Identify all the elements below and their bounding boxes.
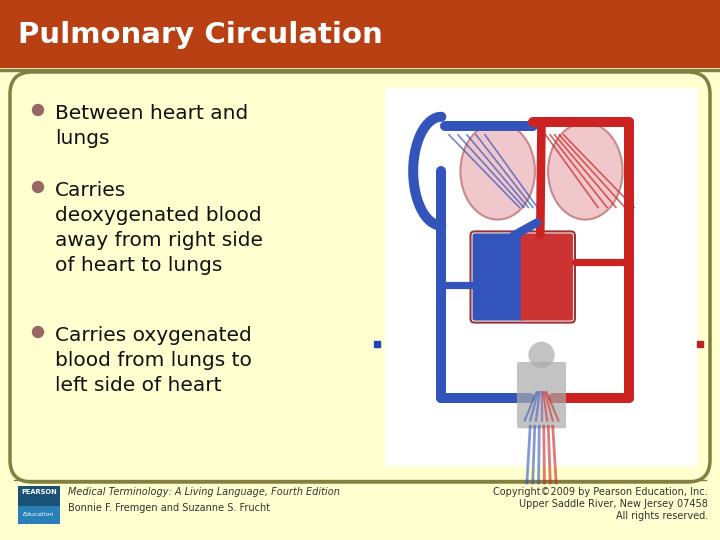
Circle shape — [32, 327, 43, 338]
Ellipse shape — [460, 123, 535, 220]
Circle shape — [32, 181, 43, 192]
Bar — [18, 506, 60, 524]
Ellipse shape — [548, 123, 623, 220]
Text: Copyright©2009 by Pearson Education, Inc.: Copyright©2009 by Pearson Education, Inc… — [493, 487, 708, 497]
Text: Carries oxygenated
blood from lungs to
left side of heart: Carries oxygenated blood from lungs to l… — [55, 326, 252, 395]
Text: Pulmonary Circulation: Pulmonary Circulation — [18, 22, 383, 49]
FancyBboxPatch shape — [517, 362, 566, 428]
Text: Medical Terminology: A Living Language, Fourth Edition: Medical Terminology: A Living Language, … — [68, 487, 340, 497]
Text: Between heart and
lungs: Between heart and lungs — [55, 104, 248, 148]
FancyBboxPatch shape — [10, 72, 710, 482]
Bar — [0, 0, 720, 68]
Text: Upper Saddle River, New Jersey 07458: Upper Saddle River, New Jersey 07458 — [519, 499, 708, 509]
FancyBboxPatch shape — [521, 233, 573, 321]
Circle shape — [528, 342, 554, 368]
Text: Education: Education — [23, 512, 55, 517]
Text: Carries
deoxygenated blood
away from right side
of heart to lungs: Carries deoxygenated blood away from rig… — [55, 181, 263, 275]
Text: PEARSON: PEARSON — [21, 489, 57, 495]
FancyBboxPatch shape — [472, 233, 525, 321]
FancyBboxPatch shape — [385, 88, 698, 466]
Text: Bonnie F. Fremgen and Suzanne S. Frucht: Bonnie F. Fremgen and Suzanne S. Frucht — [68, 503, 270, 513]
Bar — [18, 486, 60, 506]
Text: All rights reserved.: All rights reserved. — [616, 511, 708, 521]
Circle shape — [32, 105, 43, 116]
